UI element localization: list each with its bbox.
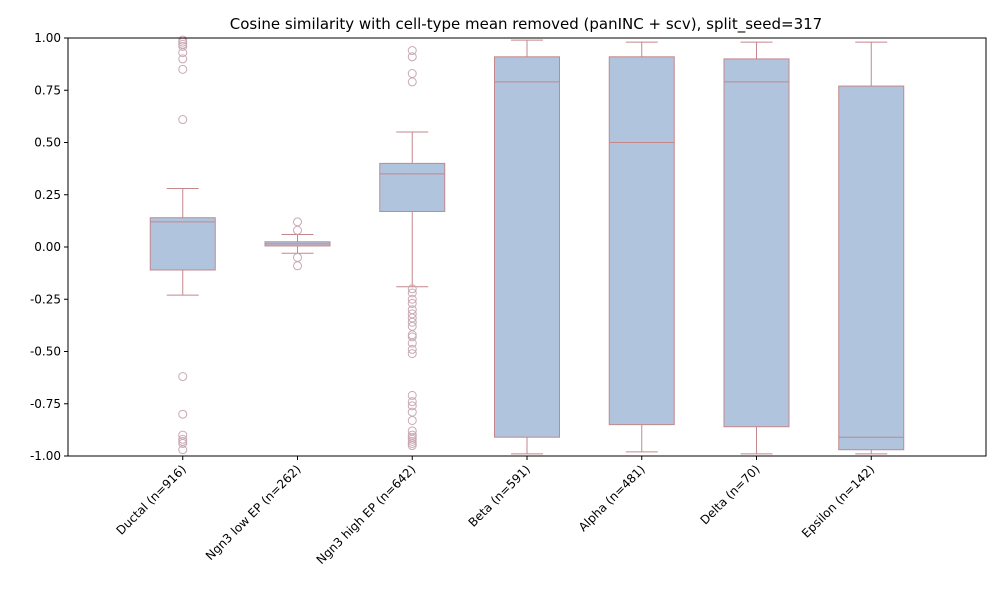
flier-point [407,344,417,354]
flier-point [407,349,417,359]
box-group [264,217,331,271]
flier-point [178,436,188,446]
x-tick-label: Beta (n=591) [466,462,533,529]
flier-point [407,332,417,342]
flier-point [178,41,188,51]
y-tick-label: -0.50 [30,345,61,359]
box [494,56,560,438]
y-axis: -1.00 -0.75 -0.50 -0.25 0.00 0.25 0.50 0.75 1.00 [30,31,68,463]
x-tick-label: Epsilon (n=142) [799,462,877,540]
y-tick-label: 0.50 [34,136,61,150]
flier-point [407,390,417,400]
flier-point [293,252,302,262]
box [608,56,675,426]
flier-point [178,445,188,455]
flier-point [407,46,417,56]
chart-title: Cosine similarity with cell-type mean re… [230,15,822,34]
flier-point [407,298,417,308]
flier-point [407,69,417,79]
y-tick-label: -1.00 [30,449,61,463]
flier-point [407,317,417,327]
box-group [149,35,216,455]
y-tick-label: -0.75 [30,397,61,411]
x-tick-label: Ductal (n=916) [114,462,189,537]
x-tick-label: Delta (n=70) [697,462,762,527]
flier-point [178,115,188,125]
flier-point [407,415,417,425]
box [723,58,790,428]
flier-point [293,225,302,235]
flier-point [407,438,417,448]
flier-point [293,217,302,227]
flier-point [407,401,417,411]
flier-point [407,294,417,304]
flier-point [178,409,188,419]
flier-point [178,48,188,58]
flier-point [407,397,417,407]
box-group [723,41,790,455]
box-group [494,39,560,455]
y-tick-label: 0.00 [34,240,61,254]
y-tick-label: 0.25 [34,188,61,202]
flier-point [407,284,417,294]
box [149,217,216,271]
flier-point [178,54,188,64]
flier-point [407,434,417,444]
flier-point [407,407,417,417]
flier-point [407,77,417,87]
box-group [379,46,446,451]
flier-point [407,52,417,62]
flier-point [178,434,188,444]
flier-point [407,288,417,298]
x-axis: Ductal (n=916) Ngn3 low EP (n=262) Ngn3 hi… [114,456,877,567]
flier-point [293,261,302,271]
box-group [838,41,905,455]
box [838,85,905,451]
flier-point [178,438,188,448]
flier-point [407,338,417,348]
flier-point [407,330,417,340]
y-tick-label: 0.75 [34,83,61,97]
box-group [608,41,675,453]
flier-point [178,372,188,382]
flier-point [407,436,417,446]
flier-point [178,64,188,74]
flier-point [178,35,188,45]
x-tick-label: Ngn3 high EP (n=642) [314,462,419,567]
plot-area [149,35,905,455]
x-tick-label: Ngn3 low EP (n=262) [203,462,304,563]
y-tick-label: -0.25 [30,292,61,306]
x-tick-label: Alpha (n=481) [576,462,648,534]
box [379,162,446,212]
y-tick-label: 1.00 [34,31,61,45]
flier-point [407,441,417,451]
